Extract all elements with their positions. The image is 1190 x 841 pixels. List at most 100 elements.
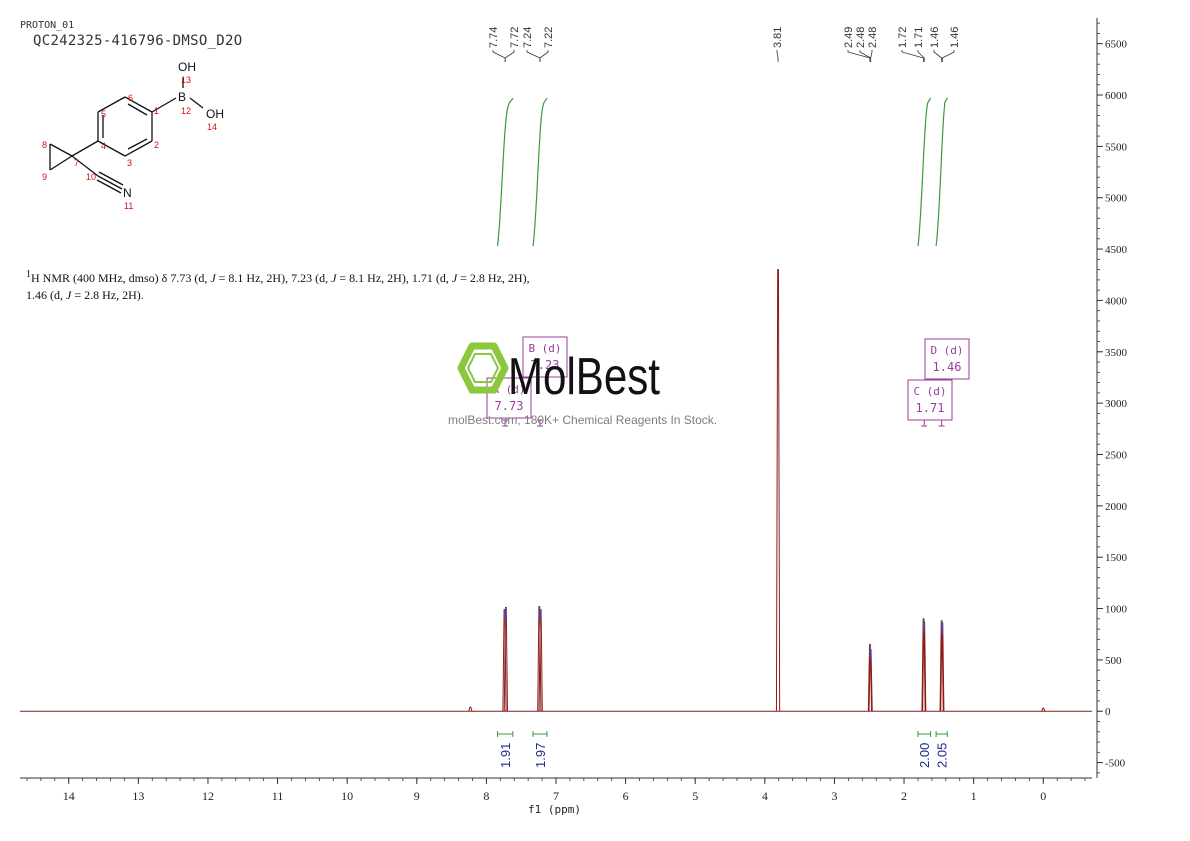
x-tick-label: 10 bbox=[341, 789, 353, 803]
molbest-logo: MolBest bbox=[457, 342, 660, 406]
y-tick-label: 6000 bbox=[1105, 90, 1128, 102]
atom-number-2: 2 bbox=[154, 140, 159, 150]
x-tick-label: 12 bbox=[202, 789, 214, 803]
y-tick-label: 5000 bbox=[1105, 193, 1128, 205]
y-tick-label: 4000 bbox=[1105, 295, 1128, 307]
peak-label-connector bbox=[847, 50, 871, 62]
peak-shift-label: 7.72 bbox=[509, 27, 521, 48]
spectrum-peak bbox=[1041, 707, 1046, 712]
x-tick-label: 3 bbox=[831, 789, 837, 803]
y-tick-label: 2500 bbox=[1105, 449, 1128, 461]
superscript-1: 1 bbox=[26, 269, 31, 280]
multiplet-marker bbox=[938, 419, 945, 427]
atom-oh-13: OH bbox=[178, 60, 196, 74]
hexagon-logo-icon bbox=[457, 342, 509, 394]
y-tick-label: 500 bbox=[1105, 655, 1122, 667]
multiplet-marker bbox=[536, 419, 543, 427]
integral-bracket bbox=[935, 731, 948, 737]
atom-number-5: 5 bbox=[101, 109, 106, 119]
molecule-structure: OH B OH N 13 12 14 1 2 3 4 5 6 7 8 9 10 … bbox=[42, 60, 224, 211]
peak-shift-label: 2.49 bbox=[843, 27, 855, 48]
atom-nitrogen: N bbox=[123, 186, 132, 200]
atom-number-1: 1 bbox=[154, 106, 159, 116]
peak-shift-label: 1.72 bbox=[897, 27, 909, 48]
atom-number-4: 4 bbox=[101, 141, 106, 151]
atom-number-13: 13 bbox=[181, 75, 191, 85]
integral-value: 1.97 bbox=[533, 743, 548, 768]
atom-number-8: 8 bbox=[42, 140, 47, 150]
integral-value: 2.05 bbox=[935, 743, 950, 768]
x-tick-label: 8 bbox=[483, 789, 489, 803]
y-tick-label: 4500 bbox=[1105, 244, 1128, 256]
peak-label-connector bbox=[917, 50, 925, 62]
x-tick-label: 2 bbox=[901, 789, 907, 803]
peak-label-connector bbox=[539, 50, 549, 62]
peak-shift-label: 7.74 bbox=[488, 27, 500, 48]
y-tick-label: -500 bbox=[1105, 758, 1126, 770]
multiplet-shift: 1.71 bbox=[916, 401, 945, 415]
summary-part-1: H NMR (400 MHz, dmso) δ 7.73 (d, bbox=[31, 271, 211, 285]
y-tick-label: 1000 bbox=[1105, 604, 1128, 616]
summary-part-4: = 2.8 Hz, 2H), bbox=[457, 271, 530, 285]
peak-shift-label: 1.46 bbox=[949, 27, 961, 48]
atom-number-12: 12 bbox=[181, 106, 191, 116]
peak-label-connector bbox=[933, 50, 943, 62]
multiplet-marker bbox=[502, 419, 509, 427]
spectrum-peak bbox=[503, 607, 508, 712]
multiplet-shift: 1.46 bbox=[933, 360, 962, 374]
coupling-j: J bbox=[66, 288, 72, 302]
sample-id: QC242325-416796-DMSO_D2O bbox=[33, 33, 243, 49]
atom-number-9: 9 bbox=[42, 172, 47, 182]
y-tick-label: 6500 bbox=[1105, 39, 1128, 51]
coupling-j: J bbox=[451, 271, 458, 285]
atom-number-7: 7 bbox=[74, 158, 79, 168]
integral-value: 1.91 bbox=[498, 743, 513, 768]
x-tick-label: 4 bbox=[762, 789, 768, 803]
multiplet-box bbox=[522, 336, 568, 378]
x-tick-label: 1 bbox=[971, 789, 977, 803]
peak-label-connector bbox=[504, 50, 515, 62]
y-tick-label: 1500 bbox=[1105, 552, 1128, 564]
integral-curve bbox=[496, 97, 514, 247]
integral-value: 2.00 bbox=[917, 743, 932, 768]
x-tick-label: 9 bbox=[414, 789, 420, 803]
integral-bracket bbox=[497, 731, 514, 737]
x-axis-title: f1 (ppm) bbox=[528, 803, 581, 816]
atom-number-11: 11 bbox=[124, 201, 133, 211]
y-tick-label: 0 bbox=[1105, 706, 1111, 718]
y-tick-label: 3000 bbox=[1105, 398, 1128, 410]
x-tick-label: 0 bbox=[1040, 789, 1046, 803]
x-tick-label: 6 bbox=[623, 789, 629, 803]
summary-part-3: = 8.1 Hz, 2H), 1.71 (d, bbox=[336, 271, 452, 285]
peak-shift-label: 1.71 bbox=[913, 27, 925, 48]
y-tick-label: 5500 bbox=[1105, 141, 1128, 153]
summary-part-5: 1.46 (d, bbox=[26, 288, 66, 302]
x-tick-label: 7 bbox=[553, 789, 559, 803]
atom-number-3: 3 bbox=[127, 158, 132, 168]
peak-label-connector bbox=[526, 50, 541, 62]
peak-label-connector bbox=[776, 50, 779, 62]
x-tick-label: 14 bbox=[63, 789, 75, 803]
integral-curve bbox=[532, 97, 548, 247]
logo-text: MolBest bbox=[508, 348, 660, 406]
multiplet-box bbox=[907, 379, 953, 421]
atom-number-10: 10 bbox=[86, 172, 96, 182]
integral-curve bbox=[935, 97, 948, 247]
multiplet-marker bbox=[921, 419, 928, 427]
atom-boron: B bbox=[178, 90, 186, 104]
summary-part-6: = 2.8 Hz, 2H). bbox=[71, 288, 144, 302]
spectrum-peak bbox=[468, 706, 473, 712]
x-tick-label: 5 bbox=[692, 789, 698, 803]
peak-shift-label: 1.46 bbox=[929, 27, 941, 48]
peak-shift-label: 3.81 bbox=[772, 27, 784, 48]
peak-label-connector bbox=[492, 50, 506, 62]
peak-label-connector bbox=[870, 50, 873, 62]
peak-label-connector bbox=[901, 50, 924, 62]
watermark-tagline: molBest.com, 180K+ Chemical Reagents In … bbox=[448, 413, 718, 427]
nmr-summary: 1H NMR (400 MHz, dmso) δ 7.73 (d, J = 8.… bbox=[26, 266, 626, 304]
multiplet-shift: 7.73 bbox=[495, 399, 524, 413]
peak-label-connector bbox=[941, 50, 955, 62]
y-tick-label: 3500 bbox=[1105, 347, 1128, 359]
